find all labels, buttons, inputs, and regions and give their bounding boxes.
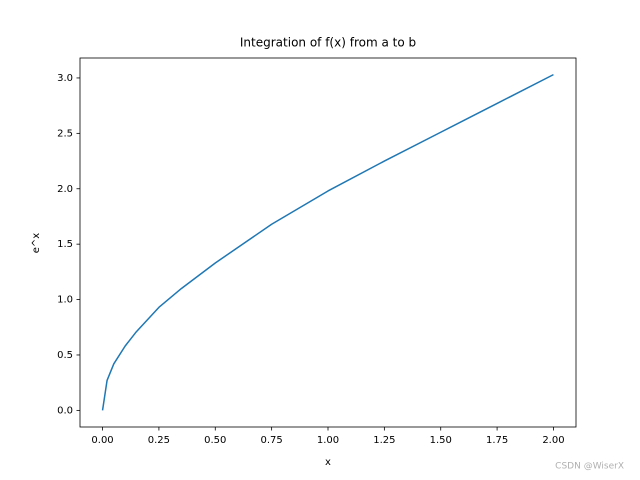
y-tick-label: 1.0 xyxy=(57,295,73,306)
x-tick-label: 0.75 xyxy=(261,435,283,446)
y-tick-label: 0.0 xyxy=(57,405,73,416)
x-tick-label: 1.00 xyxy=(317,435,339,446)
x-tick-label: 1.25 xyxy=(373,435,395,446)
x-tick-label: 1.50 xyxy=(430,435,452,446)
plot-frame xyxy=(79,57,577,428)
x-tick-label: 0.00 xyxy=(91,435,113,446)
y-tick-label: 2.0 xyxy=(57,184,73,195)
x-tick-label: 1.75 xyxy=(486,435,508,446)
x-axis-label: x xyxy=(325,457,331,468)
y-tick-label: 3.0 xyxy=(57,73,73,84)
x-tick-label: 0.50 xyxy=(204,435,226,446)
x-tick-label: 0.25 xyxy=(148,435,170,446)
x-tick-label: 2.00 xyxy=(542,435,564,446)
y-tick-label: 0.5 xyxy=(57,350,73,361)
y-tick-label: 1.5 xyxy=(57,239,73,250)
watermark: CSDN @WiserX xyxy=(555,462,624,472)
line xyxy=(101,73,554,411)
y-axis-label: e^x xyxy=(31,233,42,254)
chart-title: Integration of f(x) from a to b xyxy=(240,36,416,50)
y-tick-label: 2.5 xyxy=(57,128,73,139)
